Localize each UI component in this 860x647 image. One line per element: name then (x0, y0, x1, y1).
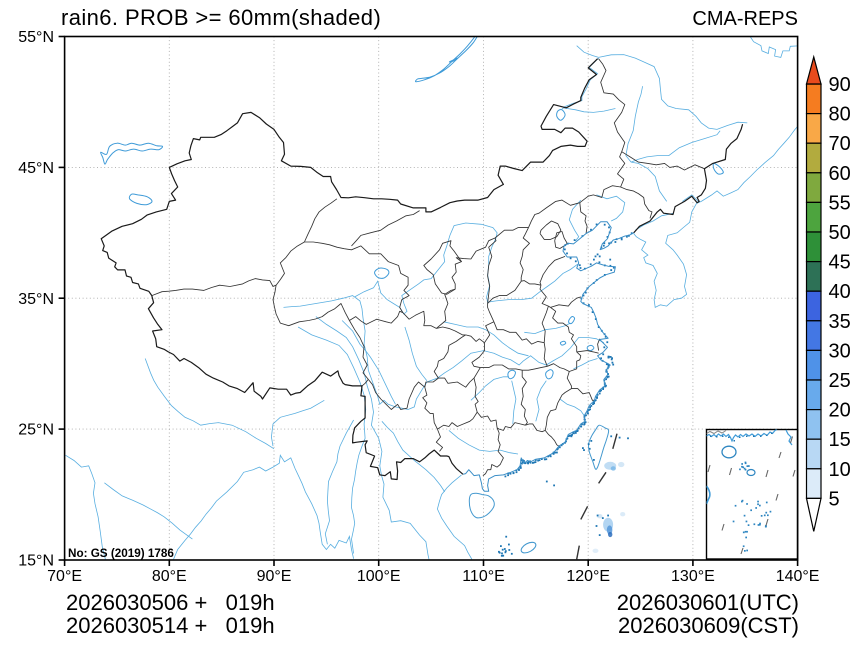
svg-text:130°E: 130°E (671, 568, 715, 585)
svg-text:55°N: 55°N (18, 29, 54, 46)
svg-text:CMA-REPS: CMA-REPS (692, 8, 798, 30)
svg-text:25: 25 (829, 370, 851, 392)
svg-text:2026030514 + 019h: 2026030514 + 019h (66, 613, 275, 638)
svg-text:50: 50 (829, 222, 851, 244)
svg-text:45°N: 45°N (18, 160, 54, 177)
svg-text:15°N: 15°N (18, 553, 54, 570)
svg-text:55: 55 (829, 192, 851, 214)
svg-text:2026030601(UTC): 2026030601(UTC) (617, 590, 799, 615)
svg-text:20: 20 (829, 400, 851, 422)
svg-text:2026030506 + 019h: 2026030506 + 019h (66, 590, 275, 615)
svg-text:110°E: 110°E (462, 568, 505, 585)
svg-text:120°E: 120°E (566, 568, 610, 585)
svg-text:15: 15 (829, 429, 851, 451)
svg-text:35: 35 (829, 311, 851, 333)
svg-text:30: 30 (829, 340, 851, 362)
svg-text:90: 90 (829, 74, 851, 96)
svg-text:45: 45 (829, 252, 851, 274)
svg-text:2026030609(CST): 2026030609(CST) (618, 613, 799, 638)
svg-text:25°N: 25°N (18, 422, 54, 439)
svg-text:70: 70 (829, 133, 851, 155)
svg-text:rain6. PROB >= 60mm(shaded): rain6. PROB >= 60mm(shaded) (61, 5, 381, 30)
svg-text:35°N: 35°N (18, 291, 54, 308)
svg-text:70°E: 70°E (47, 568, 82, 585)
svg-text:90°E: 90°E (257, 568, 292, 585)
svg-text:No: GS (2019) 1786: No: GS (2019) 1786 (68, 547, 174, 560)
svg-text:60: 60 (829, 163, 851, 185)
svg-text:40: 40 (829, 281, 851, 303)
svg-text:10: 10 (829, 459, 851, 481)
svg-text:80: 80 (829, 104, 851, 126)
svg-text:140°E: 140°E (776, 568, 820, 585)
svg-text:5: 5 (829, 488, 840, 510)
svg-text:80°E: 80°E (152, 568, 187, 585)
svg-text:100°E: 100°E (357, 568, 401, 585)
